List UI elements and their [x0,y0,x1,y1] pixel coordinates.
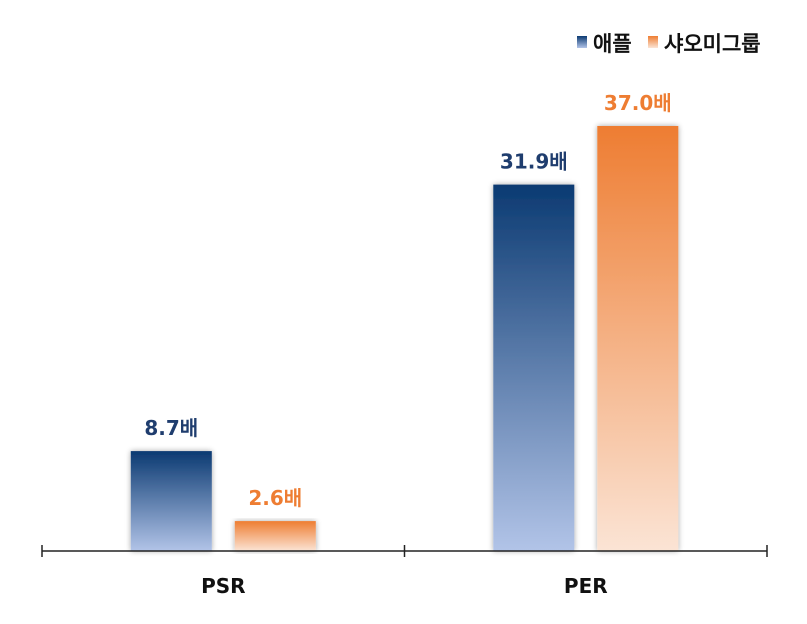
bar-psr-series-0 [130,451,212,551]
category-label-per: PER [564,574,608,598]
legend-swatch-xiaomi [648,36,658,48]
data-labels-layer: 8.7배 2.6배 31.9배 37.0배 [144,91,671,510]
legend-label-apple: 애플 [593,32,632,56]
data-label-psr-series-1: 2.6배 [248,486,302,510]
x-axis [41,545,768,557]
legend-label-xiaomi: 샤오미그룹 [664,32,761,56]
bars-layer [130,126,679,551]
bar-per-series-1 [597,126,679,551]
data-label-per-series-0: 31.9배 [500,150,568,174]
legend-swatch-apple [577,36,587,48]
category-label-psr: PSR [201,574,245,598]
category-labels: PSR PER [201,574,608,598]
legend-item-apple: 애플 [577,32,632,56]
bar-psr-series-1 [234,521,316,551]
legend: 애플 샤오미그룹 [577,32,761,56]
data-label-psr-series-0: 8.7배 [144,416,198,440]
legend-item-xiaomi: 샤오미그룹 [648,32,761,56]
bar-per-series-0 [493,184,575,551]
data-label-per-series-1: 37.0배 [604,91,672,115]
